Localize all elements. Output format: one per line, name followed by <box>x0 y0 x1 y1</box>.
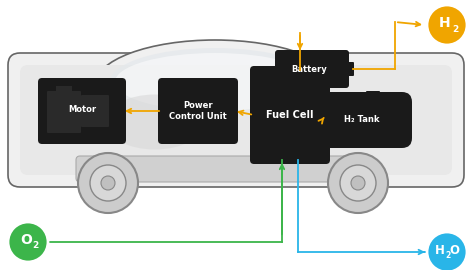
Text: Fuel Cell: Fuel Cell <box>266 110 314 120</box>
Text: O: O <box>449 244 459 256</box>
FancyBboxPatch shape <box>366 91 380 101</box>
FancyBboxPatch shape <box>158 78 238 144</box>
FancyBboxPatch shape <box>81 95 109 127</box>
FancyBboxPatch shape <box>8 53 464 187</box>
Ellipse shape <box>308 97 392 147</box>
Ellipse shape <box>115 53 315 111</box>
FancyBboxPatch shape <box>20 65 452 175</box>
Circle shape <box>351 176 365 190</box>
FancyBboxPatch shape <box>250 66 330 164</box>
Circle shape <box>78 153 138 213</box>
Ellipse shape <box>95 40 335 130</box>
Circle shape <box>8 222 48 262</box>
Text: H: H <box>439 16 451 30</box>
Text: H: H <box>435 244 445 256</box>
Circle shape <box>101 176 115 190</box>
Text: 2: 2 <box>452 25 458 33</box>
Text: Power
Control Unit: Power Control Unit <box>169 101 227 122</box>
Text: 2: 2 <box>446 251 451 259</box>
FancyBboxPatch shape <box>56 86 72 94</box>
Circle shape <box>427 232 467 270</box>
Text: O: O <box>20 233 32 247</box>
FancyBboxPatch shape <box>47 91 81 133</box>
Circle shape <box>340 165 376 201</box>
Circle shape <box>427 5 467 45</box>
Text: 2: 2 <box>32 241 38 251</box>
Text: Motor: Motor <box>68 104 96 113</box>
FancyBboxPatch shape <box>344 62 354 76</box>
FancyBboxPatch shape <box>348 94 376 108</box>
Ellipse shape <box>105 94 205 150</box>
Ellipse shape <box>110 48 320 116</box>
Text: Battery: Battery <box>291 65 327 73</box>
Circle shape <box>328 153 388 213</box>
FancyBboxPatch shape <box>275 50 349 88</box>
Text: H₂ Tank: H₂ Tank <box>344 116 380 124</box>
Circle shape <box>90 165 126 201</box>
FancyBboxPatch shape <box>76 156 374 182</box>
FancyBboxPatch shape <box>312 92 412 148</box>
FancyBboxPatch shape <box>38 78 126 144</box>
